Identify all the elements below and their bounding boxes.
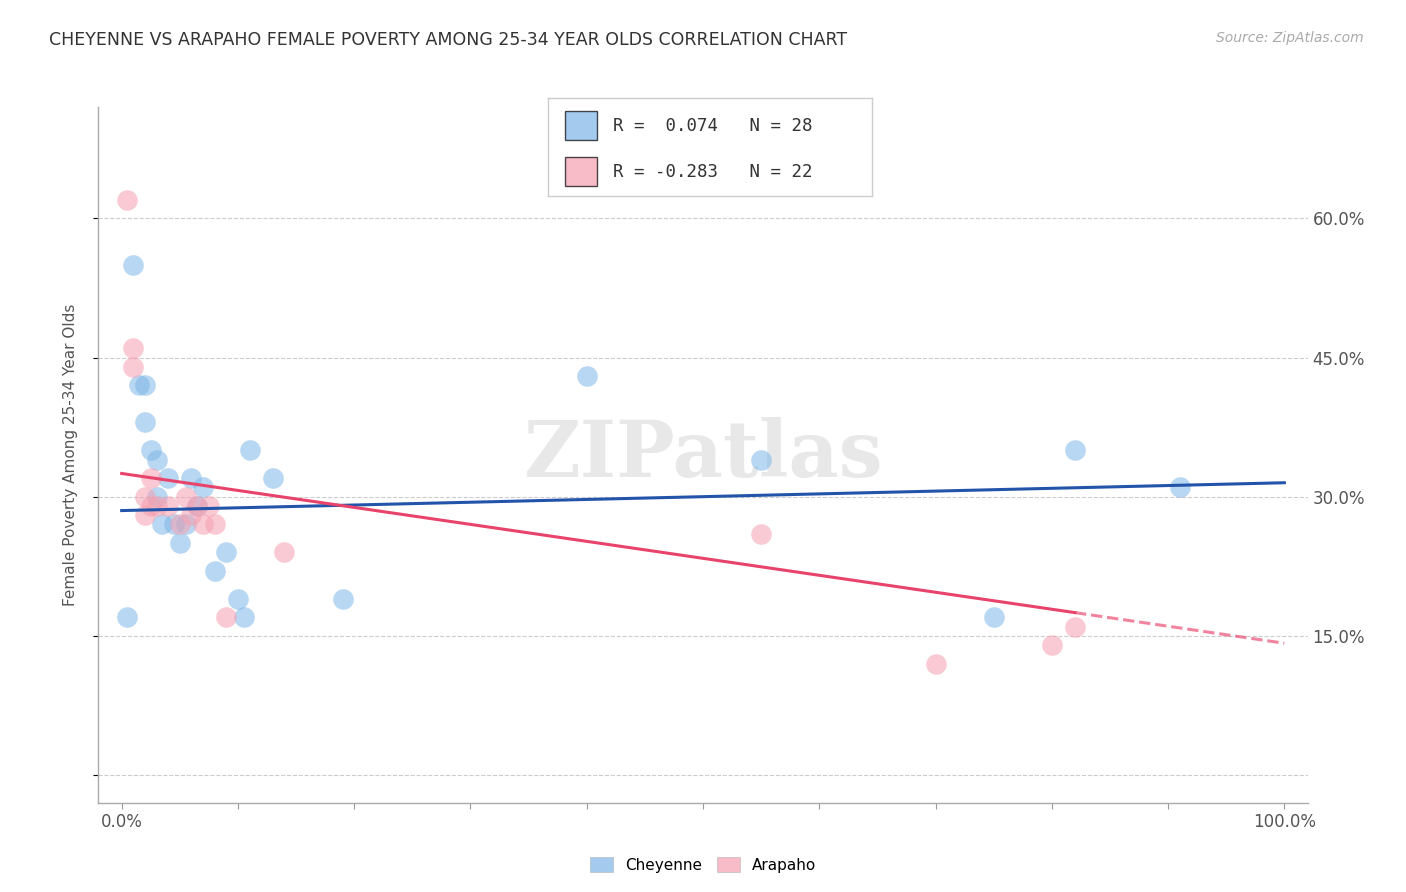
Text: ZIPatlas: ZIPatlas: [523, 417, 883, 493]
Point: [163, 517, 186, 532]
Point: [145, 452, 167, 467]
FancyBboxPatch shape: [565, 157, 596, 186]
Point: [139, 471, 162, 485]
Point: [226, 591, 249, 606]
Point: [198, 499, 221, 513]
Point: [215, 545, 238, 559]
Point: [180, 508, 202, 523]
Point: [186, 499, 208, 513]
Point: [134, 490, 156, 504]
Point: [215, 610, 238, 624]
Point: [134, 508, 156, 523]
Point: [169, 517, 191, 532]
Point: [128, 378, 150, 392]
Point: [204, 564, 226, 578]
Point: [204, 517, 226, 532]
Point: [180, 471, 202, 485]
Point: [1064, 619, 1087, 633]
Point: [1168, 480, 1191, 494]
Point: [134, 416, 156, 430]
Point: [924, 657, 946, 671]
Y-axis label: Female Poverty Among 25-34 Year Olds: Female Poverty Among 25-34 Year Olds: [63, 304, 77, 606]
Point: [191, 480, 214, 494]
Point: [122, 359, 145, 374]
Point: [174, 490, 197, 504]
Point: [749, 526, 772, 541]
Point: [983, 610, 1005, 624]
Point: [122, 341, 145, 355]
Text: R = -0.283   N = 22: R = -0.283 N = 22: [613, 162, 813, 181]
Point: [157, 499, 180, 513]
Point: [239, 443, 262, 458]
Point: [232, 610, 254, 624]
Point: [1064, 443, 1087, 458]
Point: [122, 258, 145, 272]
Point: [145, 499, 167, 513]
Point: [191, 517, 214, 532]
Point: [139, 443, 162, 458]
Point: [139, 499, 162, 513]
Point: [273, 545, 295, 559]
Text: Source: ZipAtlas.com: Source: ZipAtlas.com: [1216, 31, 1364, 45]
Point: [157, 471, 180, 485]
Point: [134, 378, 156, 392]
Text: CHEYENNE VS ARAPAHO FEMALE POVERTY AMONG 25-34 YEAR OLDS CORRELATION CHART: CHEYENNE VS ARAPAHO FEMALE POVERTY AMONG…: [49, 31, 848, 49]
Point: [186, 499, 208, 513]
Point: [1040, 638, 1063, 652]
Text: R =  0.074   N = 28: R = 0.074 N = 28: [613, 117, 813, 135]
Point: [117, 610, 139, 624]
Point: [749, 452, 772, 467]
Point: [262, 471, 284, 485]
FancyBboxPatch shape: [565, 111, 596, 140]
Point: [150, 517, 173, 532]
Point: [117, 193, 139, 207]
Point: [575, 369, 598, 384]
Point: [332, 591, 354, 606]
Legend: Cheyenne, Arapaho: Cheyenne, Arapaho: [583, 850, 823, 879]
Point: [174, 517, 197, 532]
Point: [145, 490, 167, 504]
Point: [169, 536, 191, 550]
